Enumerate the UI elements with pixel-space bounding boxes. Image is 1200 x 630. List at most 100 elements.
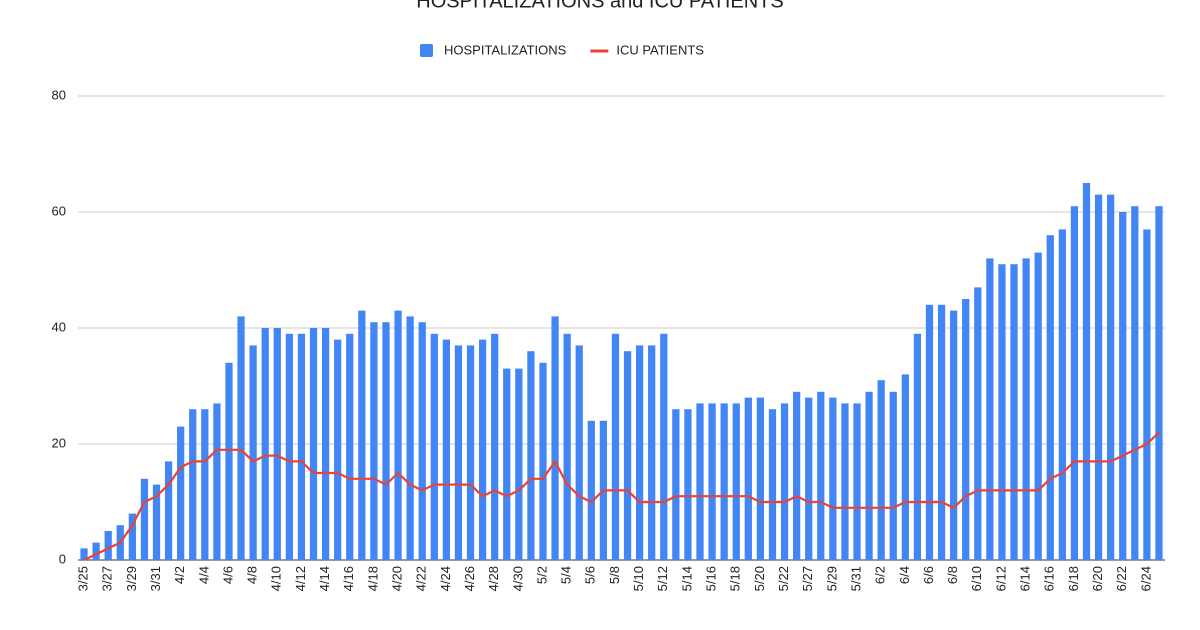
bar (817, 391, 825, 560)
bar (273, 328, 281, 560)
x-tick-label: 4/4 (196, 566, 211, 584)
x-tick-label: 3/27 (100, 566, 115, 591)
bar (334, 339, 342, 560)
bar (853, 403, 861, 560)
x-tick-label: 6/24 (1138, 566, 1153, 591)
x-tick-label: 6/14 (1018, 566, 1033, 591)
bar (1070, 206, 1079, 560)
bar (998, 264, 1006, 560)
x-tick-label: 4/30 (510, 566, 525, 591)
x-tick-label: 5/20 (752, 566, 767, 591)
bar (225, 362, 233, 560)
bar (672, 409, 680, 560)
bar (92, 542, 100, 560)
x-tick-label: 4/20 (389, 566, 404, 591)
x-tick-label: 6/6 (921, 566, 936, 584)
x-tick-label: 5/4 (559, 566, 574, 584)
bar (974, 287, 982, 560)
x-tick-label: 6/2 (873, 566, 888, 584)
bar (575, 345, 583, 560)
bar (201, 409, 209, 560)
x-tick-label: 4/2 (172, 566, 187, 584)
bar (623, 351, 632, 560)
bar (1058, 229, 1066, 560)
x-tick-label: 5/29 (824, 566, 839, 591)
x-tick-label: 5/27 (800, 566, 815, 591)
bar (515, 368, 523, 560)
x-tick-label: 3/31 (148, 566, 163, 591)
x-tick-label: 4/6 (220, 566, 235, 584)
bar (80, 548, 88, 560)
x-tick-label: 4/26 (462, 566, 477, 591)
bar (696, 403, 704, 560)
x-tick-label: 4/18 (365, 566, 380, 591)
bar (1046, 235, 1054, 560)
bar (430, 333, 438, 560)
x-tick-label: 6/20 (1090, 566, 1105, 591)
bar (744, 397, 752, 560)
bar (1119, 212, 1127, 560)
bar (1131, 206, 1139, 560)
bar (901, 374, 909, 560)
x-tick-label: 5/18 (728, 566, 743, 591)
bar (406, 316, 414, 560)
bar (587, 420, 595, 560)
bar (1143, 229, 1151, 560)
chart-title: HOSPITALIZATIONS and ICU PATIENTS (416, 0, 783, 12)
x-tick-label: 5/6 (583, 566, 598, 584)
bar (177, 426, 185, 560)
bar (1034, 252, 1042, 560)
bar (249, 345, 257, 560)
y-tick-label: 80 (52, 87, 66, 102)
bar (213, 403, 221, 560)
bar (358, 310, 366, 560)
x-tick-label: 5/10 (631, 566, 646, 591)
bar (466, 345, 475, 560)
bar (756, 397, 765, 560)
bar (140, 478, 149, 560)
bar (986, 258, 994, 560)
bar (491, 333, 499, 560)
x-tick-label: 6/12 (993, 566, 1008, 591)
bar (478, 339, 487, 560)
x-tick-label: 4/10 (269, 566, 284, 591)
bar (104, 531, 112, 560)
x-tick-label: 4/12 (293, 566, 308, 591)
bar (128, 513, 136, 560)
bar (382, 322, 390, 560)
x-tick-label: 4/24 (438, 566, 453, 591)
bar (418, 322, 426, 560)
x-tick-label: 6/4 (897, 566, 912, 584)
bar (962, 299, 970, 560)
x-tick-label: 4/28 (486, 566, 501, 591)
bar (793, 391, 801, 560)
bar (937, 304, 946, 560)
bar (539, 362, 547, 560)
bar (1155, 206, 1163, 560)
bar (563, 333, 571, 560)
bar (285, 333, 293, 560)
bar (370, 322, 378, 560)
bar (1107, 194, 1115, 560)
bar (164, 461, 173, 560)
bar (261, 328, 269, 560)
x-tick-label: 5/14 (679, 566, 694, 591)
x-tick-label: 6/8 (945, 566, 960, 584)
y-tick-label: 60 (52, 203, 66, 218)
x-tick-label: 4/8 (245, 566, 260, 584)
bar (189, 409, 197, 560)
bar (829, 397, 837, 560)
bar (346, 333, 354, 560)
bar (732, 403, 740, 560)
bar (152, 484, 161, 560)
x-tick-label: 3/29 (124, 566, 139, 591)
bar (805, 397, 813, 560)
x-tick-label: 5/12 (655, 566, 670, 591)
bar (648, 345, 656, 560)
bar (684, 409, 692, 560)
bar (720, 403, 728, 560)
bar (527, 351, 535, 560)
bar (1022, 258, 1030, 560)
bar (913, 333, 922, 560)
